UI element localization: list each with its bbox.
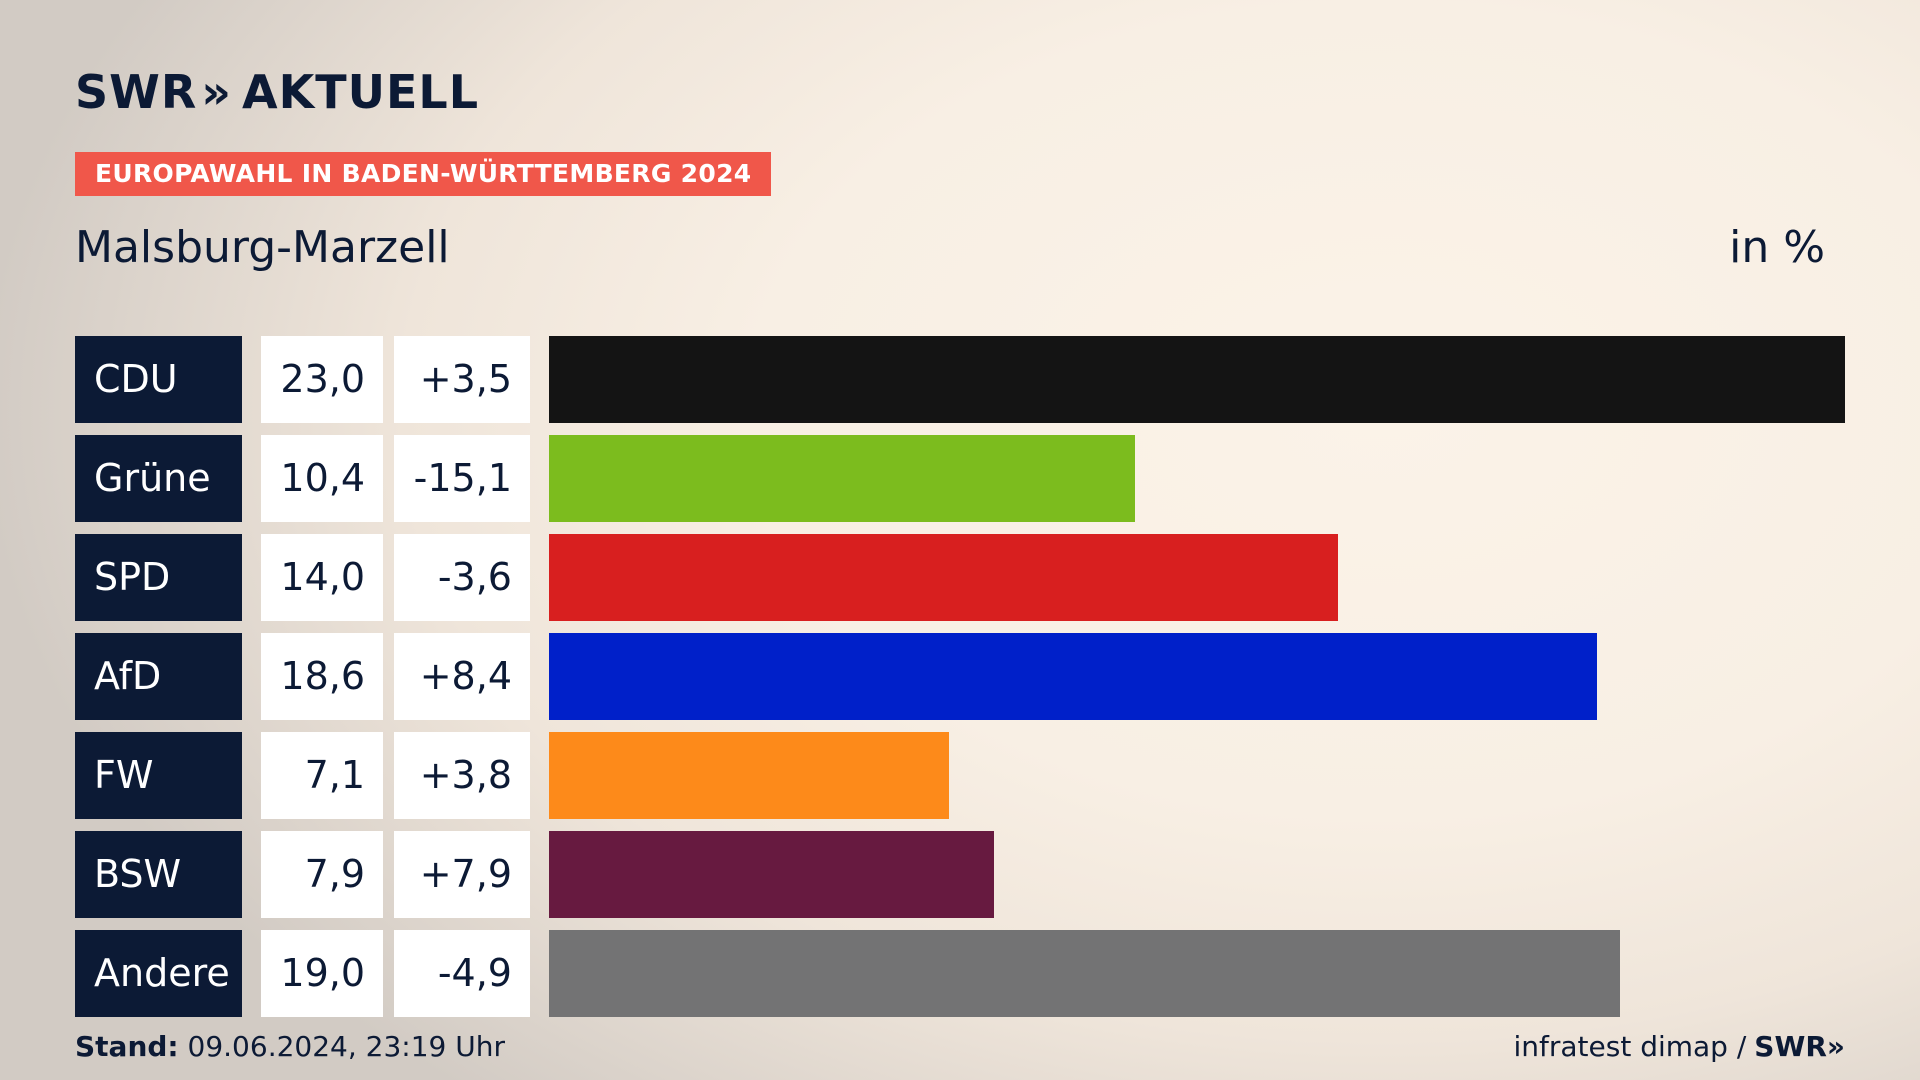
vote-change-value: -4,9	[394, 930, 530, 1017]
party-label: AfD	[75, 633, 242, 720]
party-label: SPD	[75, 534, 242, 621]
bar-andere	[549, 930, 1620, 1017]
result-row: SPD 14,0 -3,6	[75, 534, 1845, 621]
stand-timestamp: Stand: 09.06.2024, 23:19 Uhr	[75, 1030, 505, 1064]
logo-chevron-icon: »	[201, 65, 233, 119]
bar-fw	[549, 732, 949, 819]
stand-label: Stand:	[75, 1030, 179, 1063]
bar-cdu	[549, 336, 1845, 423]
vote-change-value: +3,5	[394, 336, 530, 423]
logo-swr-text: SWR	[75, 65, 198, 119]
vote-change-value: +7,9	[394, 831, 530, 918]
bar-afd	[549, 633, 1597, 720]
party-label: CDU	[75, 336, 242, 423]
bar-spd	[549, 534, 1338, 621]
vote-share-value: 19,0	[261, 930, 383, 1017]
bar-bsw	[549, 831, 994, 918]
result-row: Grüne 10,4 -15,1	[75, 435, 1845, 522]
source-text: infratest dimap /	[1513, 1030, 1747, 1063]
logo-aktuell-text: AKTUELL	[242, 65, 480, 119]
result-row: Andere 19,0 -4,9	[75, 930, 1845, 1017]
vote-share-value: 18,6	[261, 633, 383, 720]
party-label: BSW	[75, 831, 242, 918]
swr-aktuell-logo: SWR » AKTUELL	[75, 66, 479, 118]
result-row: BSW 7,9 +7,9	[75, 831, 1845, 918]
party-label: Grüne	[75, 435, 242, 522]
chart-title: Malsburg-Marzell	[75, 222, 450, 273]
election-tag: EUROPAWAHL IN BADEN-WÜRTTEMBERG 2024	[75, 152, 772, 196]
stand-value: 09.06.2024, 23:19 Uhr	[187, 1030, 505, 1063]
vote-share-value: 7,9	[261, 831, 383, 918]
result-row: CDU 23,0 +3,5	[75, 336, 1845, 423]
vote-share-value: 7,1	[261, 732, 383, 819]
result-row: FW 7,1 +3,8	[75, 732, 1845, 819]
party-label: Andere	[75, 930, 242, 1017]
vote-change-value: -15,1	[394, 435, 530, 522]
vote-change-value: +3,8	[394, 732, 530, 819]
vote-change-value: +8,4	[394, 633, 530, 720]
result-row: AfD 18,6 +8,4	[75, 633, 1845, 720]
vote-share-value: 14,0	[261, 534, 383, 621]
source-credit: infratest dimap / SWR»	[1513, 1030, 1845, 1064]
source-brand-logo: SWR»	[1754, 1030, 1845, 1063]
vote-share-value: 23,0	[261, 336, 383, 423]
vote-share-value: 10,4	[261, 435, 383, 522]
party-label: FW	[75, 732, 242, 819]
unit-label: in %	[1729, 222, 1825, 273]
vote-change-value: -3,6	[394, 534, 530, 621]
bar-gr-ne	[549, 435, 1135, 522]
